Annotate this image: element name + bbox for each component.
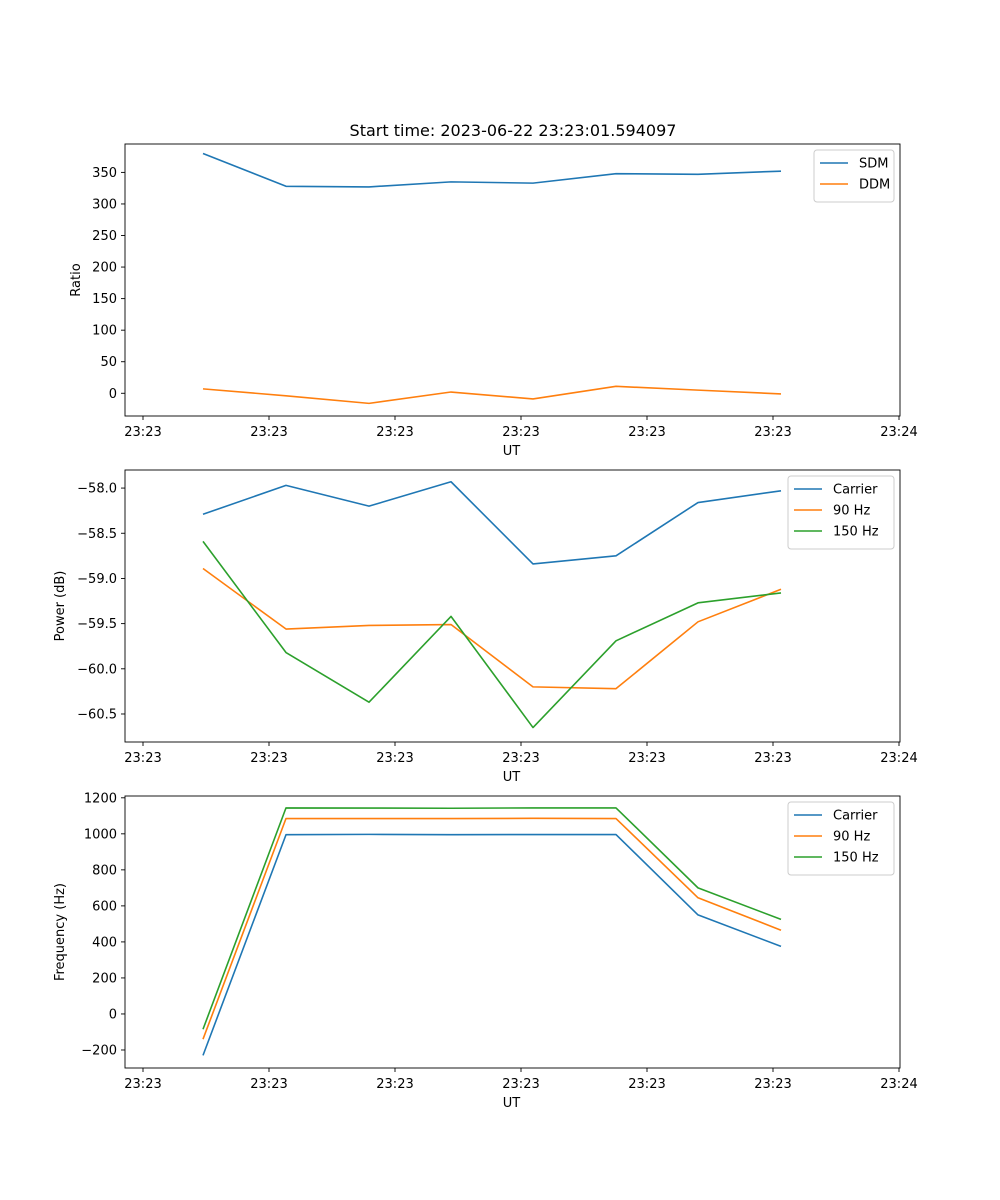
- x-tick-label: 23:23: [754, 751, 791, 766]
- y-tick-label: −60.0: [77, 662, 117, 677]
- y-tick-label: 100: [92, 324, 117, 339]
- series-line-150-hz: [202, 807, 782, 1030]
- y-tick-label: 200: [92, 261, 117, 276]
- y-tick-label: −59.5: [77, 617, 117, 632]
- legend-label: 150 Hz: [833, 525, 879, 540]
- plot-frame: [124, 795, 901, 1069]
- series-line-150-hz: [202, 540, 782, 729]
- x-tick-label: 23:23: [124, 1077, 161, 1092]
- legend-label: 90 Hz: [833, 830, 870, 845]
- x-tick-label: 23:24: [880, 425, 917, 440]
- y-tick-label: 800: [92, 863, 117, 878]
- x-tick-label: 23:23: [376, 1077, 413, 1092]
- y-tick-label: 250: [92, 229, 117, 244]
- series-line-sdm: [202, 152, 782, 188]
- y-tick-label: 1200: [84, 791, 117, 806]
- legend: SDM DDM: [813, 149, 895, 203]
- y-axis-label: Power (dB): [53, 571, 68, 642]
- y-tick-label: 400: [92, 935, 117, 950]
- legend: Carrier 90 Hz 150 Hz: [787, 475, 895, 550]
- y-axis-label: Frequency (Hz): [53, 883, 68, 981]
- x-tick-label: 23:23: [250, 1077, 287, 1092]
- y-tick-label: 50: [100, 355, 117, 370]
- x-tick-label: 23:23: [628, 1077, 665, 1092]
- x-tick-label: 23:23: [124, 751, 161, 766]
- y-tick-label: 1000: [84, 827, 117, 842]
- series-line-90-hz: [202, 817, 782, 1040]
- x-tick-label: 23:24: [880, 1077, 917, 1092]
- y-tick-label: 0: [109, 387, 117, 402]
- y-tick-label: 200: [92, 971, 117, 986]
- series-line-carrier: [202, 480, 782, 565]
- chart-2: 23:23 23:23 23:23 23:23 23:23 23:23 23:24 −58.0…: [53, 469, 918, 785]
- legend-label: Carrier: [833, 483, 878, 498]
- x-tick-label: 23:23: [250, 751, 287, 766]
- y-tick-label: 0: [109, 1007, 117, 1022]
- x-tick-label: 23:23: [124, 425, 161, 440]
- legend-label: 90 Hz: [833, 504, 870, 519]
- x-tick-label: 23:24: [880, 751, 917, 766]
- chart-1: 23:23 23:23 23:23 23:23 23:23 23:23 23:24 0 50 10…: [69, 143, 918, 459]
- x-tick-label: 23:23: [628, 425, 665, 440]
- legend-label: Carrier: [833, 809, 878, 824]
- series-line-carrier: [202, 833, 782, 1056]
- y-tick-label: 600: [92, 899, 117, 914]
- x-tick-label: 23:23: [376, 751, 413, 766]
- y-tick-label: −58.5: [77, 527, 117, 542]
- y-tick-label: −59.0: [77, 572, 117, 587]
- legend-label: DDM: [859, 178, 890, 193]
- y-tick-label: −60.5: [77, 707, 117, 722]
- y-axis-label: Ratio: [69, 263, 84, 296]
- x-tick-label: 23:23: [250, 425, 287, 440]
- x-tick-label: 23:23: [754, 1077, 791, 1092]
- legend-label: SDM: [859, 157, 888, 172]
- x-tick-label: 23:23: [502, 1077, 539, 1092]
- y-tick-label: −200: [81, 1043, 117, 1058]
- y-tick-label: 350: [92, 166, 117, 181]
- chart-3: 23:23 23:23 23:23 23:23 23:23 23:23 23:24 −200 0…: [53, 791, 918, 1111]
- x-axis-label: UT: [503, 444, 521, 459]
- x-axis-label: UT: [503, 1096, 521, 1111]
- plot-frame: [124, 143, 901, 417]
- x-tick-label: 23:23: [376, 425, 413, 440]
- series-line-90-hz: [202, 567, 782, 690]
- y-tick-label: 300: [92, 197, 117, 212]
- axes-group: 23:23 23:23 23:23 23:23 23:23 23:23 23:24 0 50 10…: [53, 143, 918, 1111]
- figure-title: Start time: 2023-06-22 23:23:01.594097: [350, 121, 677, 140]
- series-line-ddm: [202, 385, 782, 405]
- y-tick-label: 150: [92, 292, 117, 307]
- x-tick-label: 23:23: [628, 751, 665, 766]
- y-tick-label: −58.0: [77, 482, 117, 497]
- legend-label: 150 Hz: [833, 851, 879, 866]
- x-axis-label: UT: [503, 770, 521, 785]
- legend: Carrier 90 Hz 150 Hz: [787, 801, 895, 876]
- plot-frame: [124, 469, 901, 743]
- x-tick-label: 23:23: [502, 751, 539, 766]
- x-tick-label: 23:23: [502, 425, 539, 440]
- x-tick-label: 23:23: [754, 425, 791, 440]
